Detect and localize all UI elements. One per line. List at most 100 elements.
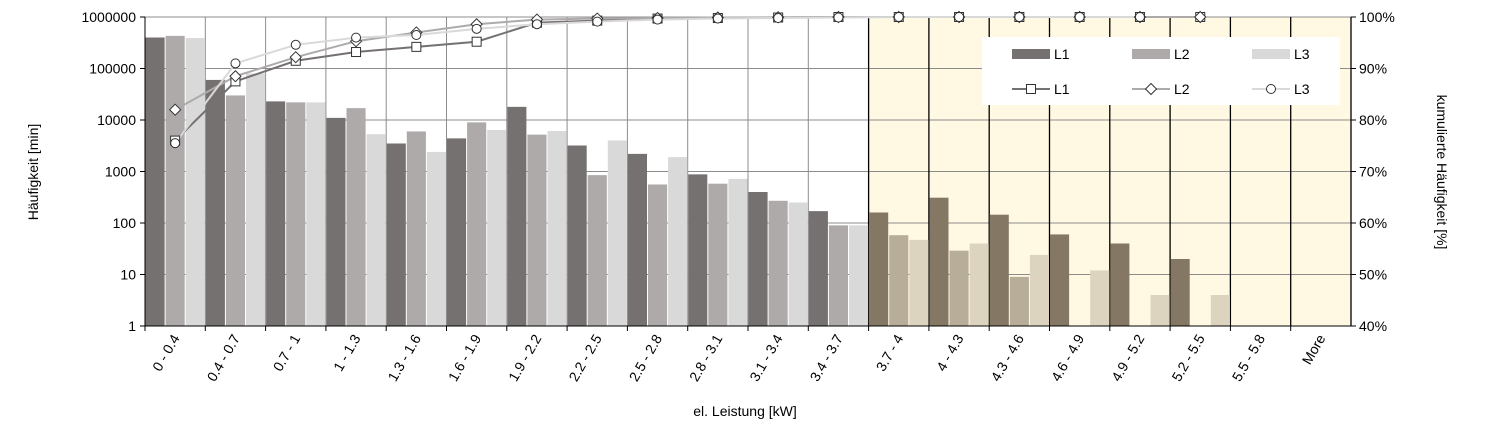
marker-l2-1 [229,70,242,83]
bar-l3-8 [668,157,688,326]
x-tick-label: 1.6 - 1.9 [445,331,485,384]
bar-l2-5 [467,122,487,327]
x-tick-label: 0.4 - 0.7 [204,331,244,384]
x-tick-label: 0 - 0.4 [149,331,183,374]
bar-l1-16 [1110,243,1130,326]
legend-label-line-l1: L1 [1054,81,1070,97]
x-tick-label: 4.6 - 4.9 [1048,331,1088,384]
legend-swatch-bar-l1 [1012,49,1050,59]
marker-l3-6 [531,19,542,30]
x-tick-label: 4 - 4.3 [933,331,967,374]
marker-l3-1 [230,58,241,69]
y-tick-label: 10 [120,267,136,283]
marker-l1-5 [471,36,482,47]
bar-l1-3 [326,117,346,326]
marker-l3-0 [170,138,181,149]
y-tick-label: 100 [113,215,137,231]
marker-l3-4 [411,30,422,41]
legend-marker-l2 [1144,82,1158,96]
x-tick-label: 3.7 - 4 [873,331,907,374]
bar-l1-1 [205,79,225,327]
y2-tick-label: 40% [1359,318,1387,334]
marker-l1-4 [411,41,422,52]
bar-l1-17 [1170,258,1190,326]
marker-l2-0 [168,103,182,116]
legend-label-bar-l3: L3 [1294,46,1310,62]
marker-l3-9 [712,13,723,24]
bar-l2-10 [768,200,788,326]
bar-l3-10 [788,202,808,326]
y-tick-label: 1000000 [81,9,136,25]
bar-l1-9 [688,174,708,326]
bar-l1-4 [386,143,406,326]
bar-l2-4 [406,131,426,326]
bar-l2-0 [165,35,185,326]
bar-l3-6 [547,131,567,326]
bar-l1-12 [869,212,889,326]
bar-l2-11 [828,225,848,326]
marker-l3-8 [652,14,663,25]
marker-l3-11 [833,12,844,23]
y-axis-title: Häufigkeit [min] [25,124,41,220]
legend-label-bar-l1: L1 [1054,46,1070,62]
y-tick-label: 100000 [89,61,136,77]
x-tick-label: 3.4 - 3.7 [807,331,847,384]
legend-swatch-bar-l2 [1132,49,1170,59]
marker-l3-3 [351,32,362,43]
y2-tick-label: 70% [1359,164,1387,180]
marker-l2-2 [289,50,302,64]
bar-l1-7 [567,145,587,326]
bar-l3-15 [1090,270,1110,326]
bar-l3-12 [909,239,929,326]
y2-tick-label: 50% [1359,267,1387,283]
x-tick-label: 2.8 - 3.1 [686,331,726,384]
marker-l3-12 [893,12,904,22]
x-tick-label: 4.3 - 4.6 [987,331,1027,384]
bar-l2-12 [889,235,909,326]
bar-l3-0 [185,38,205,326]
bar-l1-8 [627,153,647,326]
y-tick-label: 10000 [97,112,136,128]
x-tick-label: 2.5 - 2.8 [626,331,666,384]
bar-l3-17 [1210,294,1230,326]
bar-l3-11 [849,225,869,326]
x-tick-label: 1 - 1.3 [330,331,364,374]
bar-l3-7 [607,140,627,326]
legend-swatch-bar-l3 [1252,49,1290,59]
bar-l3-1 [246,73,266,326]
bar-l2-3 [346,108,366,326]
x-tick-label: 1.9 - 2.2 [505,331,545,384]
legend-label-bar-l2: L2 [1174,46,1190,62]
x-tick-label: 5.5 - 5.8 [1229,331,1269,384]
marker-l3-16 [1134,12,1145,22]
y-tick-label: 1 [128,318,136,334]
marker-l3-14 [1014,12,1025,22]
x-tick-label: 2.2 - 2.5 [565,331,605,384]
bar-l1-14 [989,214,1009,326]
bar-l1-13 [929,197,949,326]
x-tick-label: 5.2 - 5.5 [1168,331,1208,384]
legend-box [982,37,1340,105]
marker-l3-13 [954,12,965,22]
bar-l2-8 [648,184,668,326]
y2-axis-title: kumulierte Häufigkeit [%] [1434,95,1450,250]
marker-l3-5 [471,23,482,34]
bar-l3-16 [1150,294,1170,326]
bar-l3-14 [1029,254,1049,326]
bar-l2-13 [949,250,969,326]
legend-marker-l1 [1026,84,1036,94]
x-tick-label: 1.3 - 1.6 [384,331,424,384]
bar-l2-2 [286,102,306,326]
legend-label-line-l2: L2 [1174,81,1190,97]
y2-tick-label: 90% [1359,61,1387,77]
bar-l1-11 [808,211,828,326]
legend-label-line-l3: L3 [1294,81,1310,97]
bar-l2-9 [708,183,728,326]
bar-l3-5 [487,129,507,326]
y-tick-label: 1000 [105,164,136,180]
bar-l1-15 [1050,234,1070,326]
bar-l2-1 [225,95,245,326]
y2-tick-label: 100% [1359,9,1395,25]
